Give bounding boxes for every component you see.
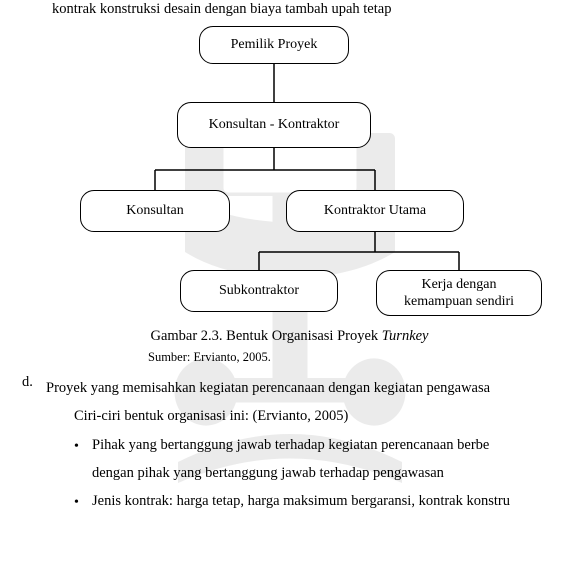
node-label: Kerja dengankemampuan sendiri (404, 276, 514, 311)
para-line-1: Proyek yang memisahkan kegiatan perencan… (46, 374, 579, 402)
bullet-1-line-b: dengan pihak yang bertanggung jawab terh… (92, 459, 579, 487)
caption-italic: Turnkey (382, 328, 429, 344)
bullet-1-line-a: Pihak yang bertanggung jawab terhadap ke… (92, 431, 579, 459)
figure-source: Sumber: Ervianto, 2005. (148, 350, 271, 365)
caption-text: Gambar 2.3. Bentuk Organisasi Proyek (150, 328, 381, 344)
node-konsultan: Konsultan (80, 190, 230, 232)
para-line-2: Ciri-ciri bentuk organisasi ini: (Ervian… (46, 402, 579, 430)
bullet-2-line: Jenis kontrak: harga tetap, harga maksim… (92, 487, 579, 515)
bullet-icon: • (74, 433, 92, 460)
paragraph-d: Proyek yang memisahkan kegiatan perencan… (46, 374, 579, 516)
figure-caption: Gambar 2.3. Bentuk Organisasi Proyek Tur… (0, 328, 579, 345)
node-kontraktor-utama: Kontraktor Utama (286, 190, 464, 232)
list-marker-d: d. (22, 374, 33, 391)
node-konsultan-kontraktor: Konsultan - Kontraktor (177, 102, 371, 148)
truncated-top-line: kontrak konstruksi desain dengan biaya t… (52, 1, 391, 18)
node-label: Konsultan - Kontraktor (209, 116, 340, 134)
node-kerja-sendiri: Kerja dengankemampuan sendiri (376, 270, 542, 316)
node-subkontraktor: Subkontraktor (180, 270, 338, 312)
bullet-icon: • (74, 489, 92, 516)
node-label: Subkontraktor (219, 282, 299, 300)
node-label: Konsultan (126, 202, 184, 220)
node-pemilik-proyek: Pemilik Proyek (199, 26, 349, 64)
node-label: Kontraktor Utama (324, 202, 426, 220)
node-label: Pemilik Proyek (231, 36, 318, 54)
